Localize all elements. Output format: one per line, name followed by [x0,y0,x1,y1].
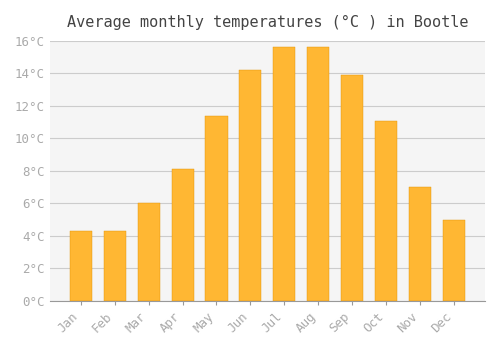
Bar [172,169,194,301]
Bar [308,47,330,301]
Bar [375,120,398,301]
Bar [206,116,228,301]
Bar [138,203,160,301]
Bar [274,47,295,301]
Bar [342,75,363,301]
Bar [240,70,262,301]
Bar [104,231,126,301]
Bar [443,220,465,301]
Title: Average monthly temperatures (°C ) in Bootle: Average monthly temperatures (°C ) in Bo… [66,15,468,30]
Bar [70,231,92,301]
Bar [409,187,432,301]
